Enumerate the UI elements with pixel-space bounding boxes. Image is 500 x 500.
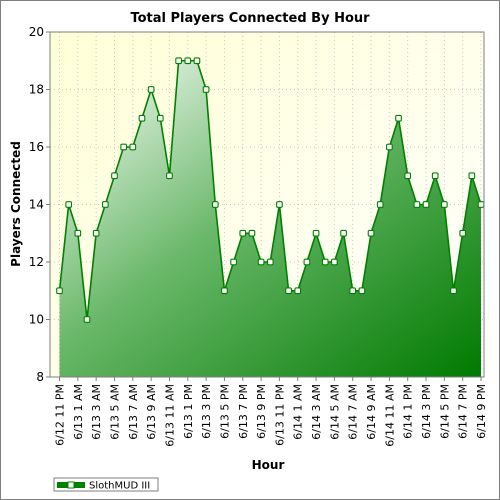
x-tick-label: 6/13 5 PM	[218, 384, 231, 439]
y-tick-label: 12	[29, 255, 44, 269]
data-point	[276, 201, 283, 208]
data-point	[230, 258, 237, 266]
x-tick-label: 6/14 9 AM	[365, 384, 378, 440]
y-axis-label: Players Connected	[9, 141, 23, 267]
x-tick-label: 6/13 1 AM	[72, 384, 85, 440]
x-tick-label: 6/14 5 PM	[438, 384, 451, 439]
data-point	[294, 287, 302, 295]
data-point	[166, 172, 173, 180]
data-point	[367, 229, 375, 237]
data-point	[156, 114, 164, 122]
data-point	[120, 143, 127, 151]
data-point	[431, 172, 439, 180]
data-point	[184, 57, 192, 65]
data-point	[395, 114, 402, 122]
x-tick-label: 6/13 1 PM	[182, 384, 195, 439]
x-tick-label: 6/14 11 AM	[383, 384, 396, 447]
x-tick-label: 6/12 11 PM	[54, 384, 67, 446]
data-point	[468, 172, 476, 180]
legend-label: SlothMUD III	[89, 481, 150, 492]
x-tick-label: 6/13 3 AM	[90, 384, 103, 440]
data-point	[74, 229, 82, 237]
y-tick-label: 16	[29, 140, 44, 154]
data-point	[266, 258, 274, 266]
data-point	[221, 287, 228, 295]
chart-title: Total Players Connected By Hour	[130, 11, 370, 26]
data-point	[56, 287, 63, 295]
data-point	[83, 316, 91, 323]
x-tick-label: 6/13 5 AM	[108, 384, 121, 440]
x-tick-label: 6/13 9 PM	[255, 384, 268, 439]
data-point	[331, 258, 338, 266]
x-tick-label: 6/13 11 AM	[163, 384, 176, 447]
data-point	[147, 86, 155, 93]
data-point	[440, 201, 448, 208]
data-point	[404, 172, 412, 180]
data-point	[285, 287, 292, 295]
data-point	[386, 143, 393, 151]
data-point	[257, 258, 265, 266]
data-point	[202, 86, 210, 93]
data-point	[193, 57, 201, 65]
y-tick-label: 14	[29, 198, 44, 212]
x-tick-label: 6/14 7 AM	[347, 384, 360, 440]
data-point	[459, 229, 467, 237]
data-point	[477, 201, 485, 208]
data-point	[413, 201, 421, 208]
data-point	[239, 229, 247, 237]
data-point	[340, 229, 347, 237]
x-tick-label: 6/14 3 AM	[310, 384, 323, 440]
data-point	[138, 114, 146, 122]
data-point	[211, 201, 219, 208]
data-point	[376, 201, 384, 208]
data-point	[349, 287, 357, 295]
data-point	[111, 172, 118, 180]
data-point	[175, 57, 182, 65]
y-tick-label: 8	[36, 370, 44, 384]
data-point	[450, 287, 457, 295]
x-tick-label: 6/14 5 AM	[328, 384, 341, 440]
x-tick-label: 6/14 1 PM	[402, 384, 415, 439]
y-tick-label: 20	[29, 25, 44, 39]
data-point	[101, 201, 109, 208]
data-point	[65, 201, 73, 208]
legend-marker	[67, 481, 75, 489]
legend: SlothMUD III	[53, 477, 159, 492]
x-axis-ticks: 6/12 11 PM 6/13 1 AM 6/13 3 AM 6/13 5 AM 6/1…	[54, 377, 488, 447]
y-tick-label: 18	[29, 83, 44, 97]
data-point	[312, 229, 320, 237]
data-point	[303, 258, 311, 266]
x-tick-label: 6/14 9 PM	[475, 384, 488, 439]
data-point	[92, 229, 100, 237]
x-tick-label: 6/13 7 AM	[127, 384, 140, 440]
data-point	[248, 229, 256, 237]
x-axis-label: Hour	[252, 458, 285, 472]
x-tick-label: 6/14 3 PM	[420, 384, 433, 439]
data-point	[129, 143, 137, 151]
x-tick-label: 6/13 7 PM	[237, 384, 250, 439]
x-tick-label: 6/13 11 PM	[273, 384, 286, 446]
data-point	[422, 201, 430, 208]
data-point	[358, 287, 366, 295]
x-tick-label: 6/14 7 PM	[457, 384, 470, 439]
y-axis-ticks: 8 10 12 14 16 18 20	[29, 25, 50, 384]
series-marks	[56, 57, 485, 323]
y-tick-label: 10	[29, 313, 44, 327]
x-tick-label: 6/14 1 AM	[292, 384, 305, 440]
data-point	[321, 258, 329, 266]
x-tick-label: 6/13 3 PM	[200, 384, 213, 439]
x-tick-label: 6/13 9 AM	[145, 384, 158, 440]
series-area	[59, 60, 481, 377]
